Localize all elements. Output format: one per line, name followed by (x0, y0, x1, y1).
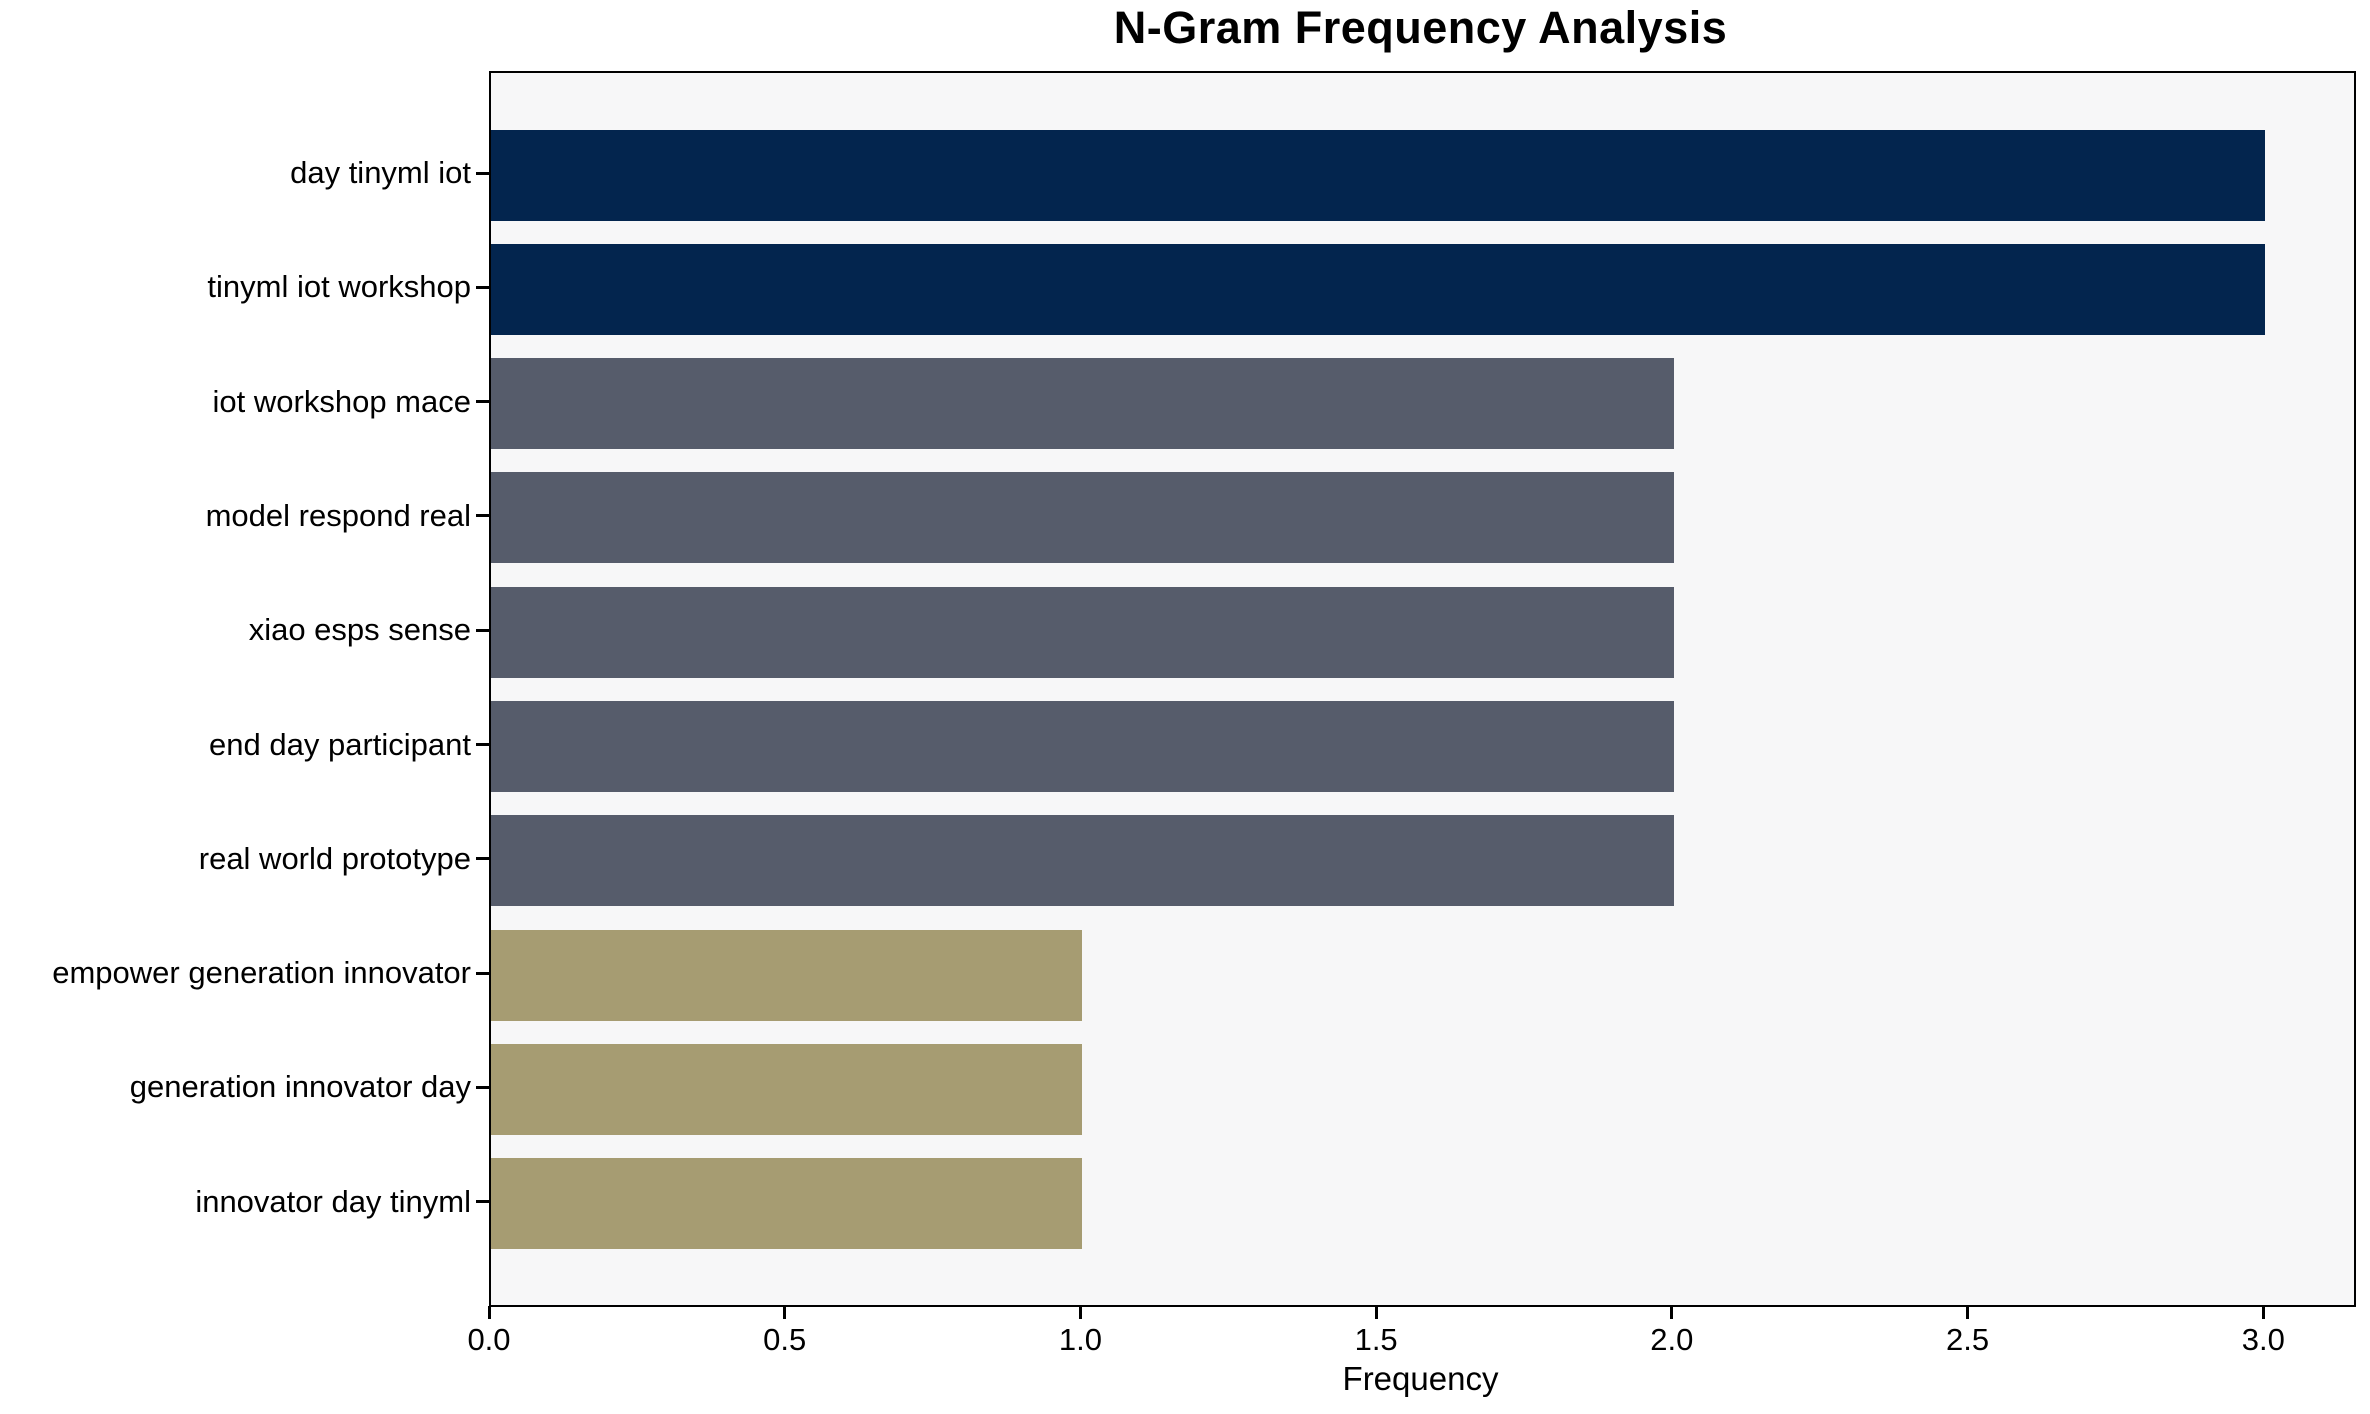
y-axis-tick (476, 971, 489, 975)
y-axis-tick (476, 400, 489, 404)
x-axis-tick (2261, 1306, 2265, 1319)
y-axis-tick (476, 857, 489, 861)
bar-tinyml-iot-workshop (491, 243, 2266, 335)
x-axis-tick (1078, 1306, 1082, 1319)
y-axis-tick (476, 285, 489, 289)
bar-end-day-participant (491, 701, 1674, 792)
bar-model-respond-real (491, 472, 1674, 564)
x-axis-tick (1966, 1306, 1970, 1319)
x-axis-tick (783, 1306, 787, 1319)
y-axis-label: xiao esps sense (248, 612, 471, 648)
y-axis-label: tinyml iot workshop (207, 269, 471, 305)
y-axis-label: generation innovator day (129, 1069, 471, 1105)
x-axis-tick-label: 1.5 (1354, 1322, 1398, 1357)
bar-day-tinyml-iot (491, 129, 2266, 221)
y-axis-tick (476, 743, 489, 746)
x-axis-tick-label: 3.0 (2241, 1322, 2285, 1357)
x-axis-tick (1374, 1306, 1378, 1319)
y-axis-tick (476, 1085, 489, 1089)
y-axis-label: iot workshop mace (212, 383, 471, 419)
x-axis-tick (1670, 1306, 1674, 1319)
y-axis-label: real world prototype (198, 840, 471, 876)
chart-title: N-Gram Frequency Analysis (1113, 2, 1728, 53)
bar-generation-innovator-day (491, 1043, 1083, 1135)
plot-area (489, 71, 2356, 1307)
y-axis-tick (476, 514, 489, 518)
y-axis-label: empower generation innovator (52, 955, 471, 991)
y-axis-tick (476, 171, 489, 175)
bar-empower-generation-innovator (491, 929, 1083, 1021)
bar-innovator-day-tinyml (491, 1158, 1083, 1250)
x-axis-tick-label: 2.0 (1650, 1322, 1694, 1357)
y-axis-label: model respond real (205, 497, 471, 533)
bar-real-world-prototype (491, 815, 1674, 907)
bar-xiao-esps-sense (491, 586, 1674, 678)
y-axis-label: end day participant (209, 726, 471, 762)
y-axis-tick (476, 628, 489, 632)
x-axis-tick-label: 0.0 (467, 1322, 511, 1357)
x-axis-tick-label: 1.0 (1058, 1322, 1102, 1357)
bar-iot-workshop-mace (491, 358, 1674, 450)
y-axis-tick (476, 1200, 489, 1204)
y-axis-label: day tinyml iot (290, 155, 471, 190)
x-axis-title: Frequency (1342, 1360, 1499, 1397)
x-axis-tick (487, 1306, 491, 1319)
x-axis-tick-label: 2.5 (1946, 1322, 1990, 1357)
y-axis-label: innovator day tinyml (195, 1183, 471, 1219)
x-axis-tick-label: 0.5 (763, 1322, 807, 1357)
